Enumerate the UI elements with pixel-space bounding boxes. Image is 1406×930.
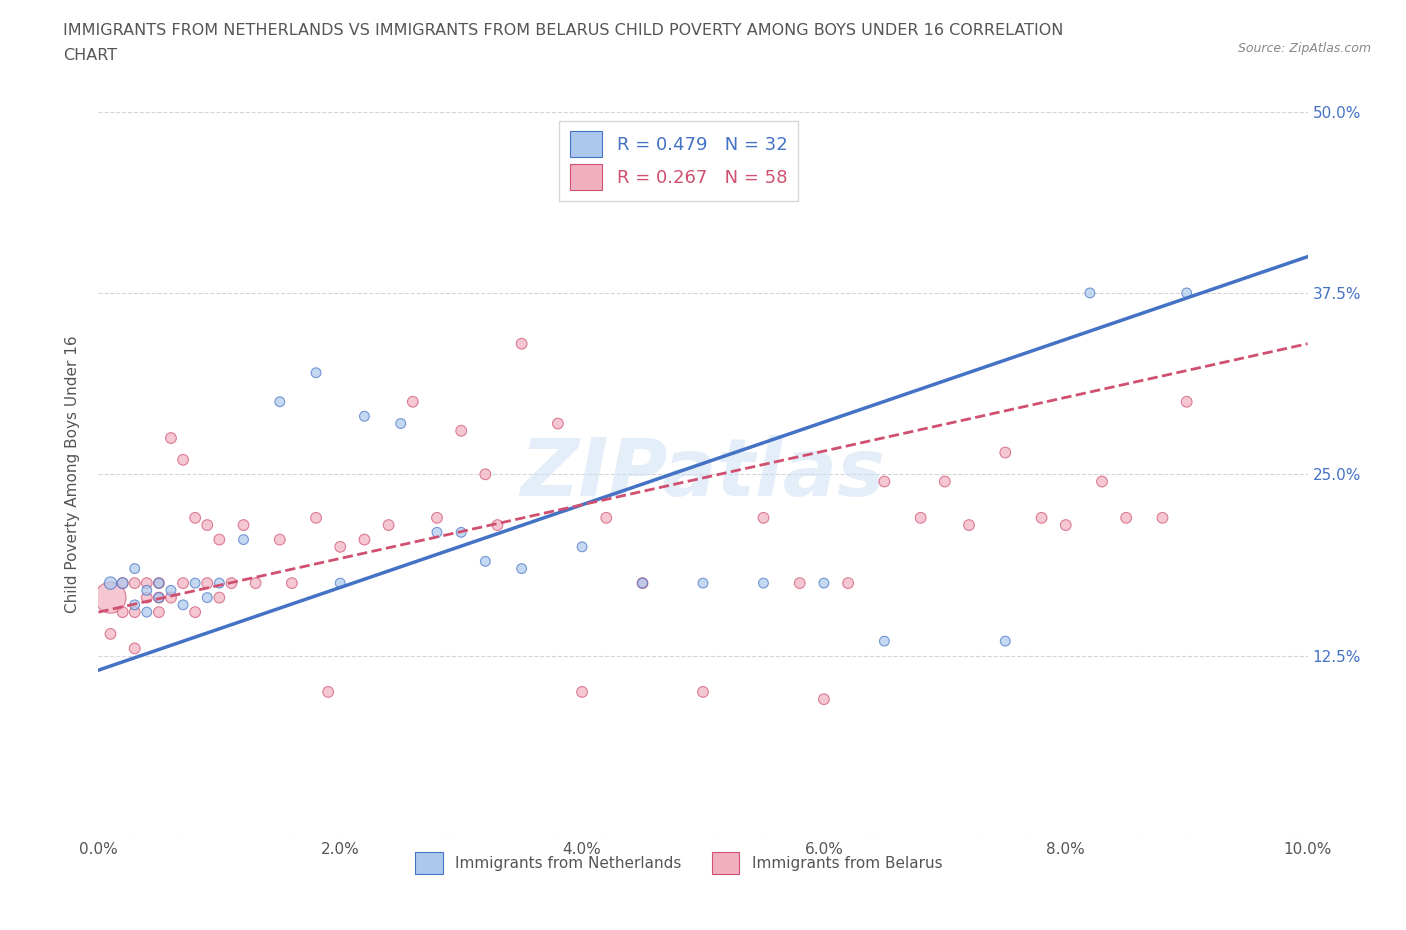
Point xyxy=(148,591,170,605)
Text: IMMIGRANTS FROM NETHERLANDS VS IMMIGRANTS FROM BELARUS CHILD POVERTY AMONG BOYS : IMMIGRANTS FROM NETHERLANDS VS IMMIGRANT… xyxy=(63,23,1064,38)
Point xyxy=(148,576,170,591)
Point xyxy=(353,532,375,547)
Point xyxy=(208,532,231,547)
Point xyxy=(305,365,328,380)
Point xyxy=(160,431,183,445)
Point xyxy=(994,633,1017,648)
Point xyxy=(100,627,122,642)
Point xyxy=(547,416,569,431)
Text: ZIPatlas: ZIPatlas xyxy=(520,435,886,513)
Point xyxy=(631,576,654,591)
Point xyxy=(160,583,183,598)
Point xyxy=(1152,511,1174,525)
Point xyxy=(752,511,775,525)
Point xyxy=(474,467,496,482)
Point xyxy=(486,518,509,533)
Point xyxy=(124,561,146,576)
Point xyxy=(148,576,170,591)
Point xyxy=(124,597,146,612)
Point xyxy=(148,591,170,605)
Point xyxy=(510,337,533,352)
Point xyxy=(631,576,654,591)
Point xyxy=(1175,394,1198,409)
Point xyxy=(1175,286,1198,300)
Point xyxy=(1078,286,1101,300)
Point xyxy=(692,684,714,699)
Point xyxy=(111,576,134,591)
Point xyxy=(910,511,932,525)
Point xyxy=(1091,474,1114,489)
Point xyxy=(377,518,399,533)
Point xyxy=(172,576,194,591)
Point xyxy=(450,525,472,539)
Point xyxy=(232,532,254,547)
Point xyxy=(329,539,352,554)
Point xyxy=(510,561,533,576)
Point xyxy=(595,511,617,525)
Point xyxy=(692,576,714,591)
Point xyxy=(329,576,352,591)
Point xyxy=(135,583,157,598)
Point xyxy=(221,576,243,591)
Text: Source: ZipAtlas.com: Source: ZipAtlas.com xyxy=(1237,42,1371,55)
Y-axis label: Child Poverty Among Boys Under 16: Child Poverty Among Boys Under 16 xyxy=(65,336,80,613)
Point xyxy=(160,591,183,605)
Point xyxy=(426,511,449,525)
Point xyxy=(184,576,207,591)
Point xyxy=(426,525,449,539)
Point xyxy=(184,604,207,619)
Point xyxy=(957,518,980,533)
Point xyxy=(100,576,122,591)
Point xyxy=(873,474,896,489)
Point xyxy=(571,539,593,554)
Point xyxy=(571,684,593,699)
Point xyxy=(402,394,425,409)
Point xyxy=(135,591,157,605)
Point xyxy=(1054,518,1077,533)
Point xyxy=(269,532,291,547)
Point xyxy=(124,604,146,619)
Point xyxy=(184,511,207,525)
Point xyxy=(111,604,134,619)
Point xyxy=(195,518,218,533)
Point xyxy=(135,576,157,591)
Point xyxy=(195,576,218,591)
Point xyxy=(1031,511,1053,525)
Point xyxy=(232,518,254,533)
Point xyxy=(172,597,194,612)
Point xyxy=(148,604,170,619)
Point xyxy=(111,576,134,591)
Point xyxy=(813,576,835,591)
Point xyxy=(1115,511,1137,525)
Point xyxy=(994,445,1017,460)
Point xyxy=(353,409,375,424)
Point xyxy=(195,591,218,605)
Point xyxy=(208,591,231,605)
Point xyxy=(789,576,811,591)
Point xyxy=(837,576,859,591)
Point xyxy=(172,452,194,467)
Point xyxy=(135,604,157,619)
Point xyxy=(281,576,304,591)
Point xyxy=(474,554,496,569)
Text: CHART: CHART xyxy=(63,48,117,63)
Point xyxy=(752,576,775,591)
Point xyxy=(316,684,339,699)
Point xyxy=(124,576,146,591)
Point xyxy=(813,692,835,707)
Point xyxy=(245,576,267,591)
Point xyxy=(305,511,328,525)
Point xyxy=(873,633,896,648)
Point xyxy=(124,641,146,656)
Point xyxy=(100,591,122,605)
Point xyxy=(450,423,472,438)
Legend: Immigrants from Netherlands, Immigrants from Belarus: Immigrants from Netherlands, Immigrants … xyxy=(409,846,949,880)
Point xyxy=(269,394,291,409)
Point xyxy=(934,474,956,489)
Point xyxy=(208,576,231,591)
Point xyxy=(389,416,412,431)
